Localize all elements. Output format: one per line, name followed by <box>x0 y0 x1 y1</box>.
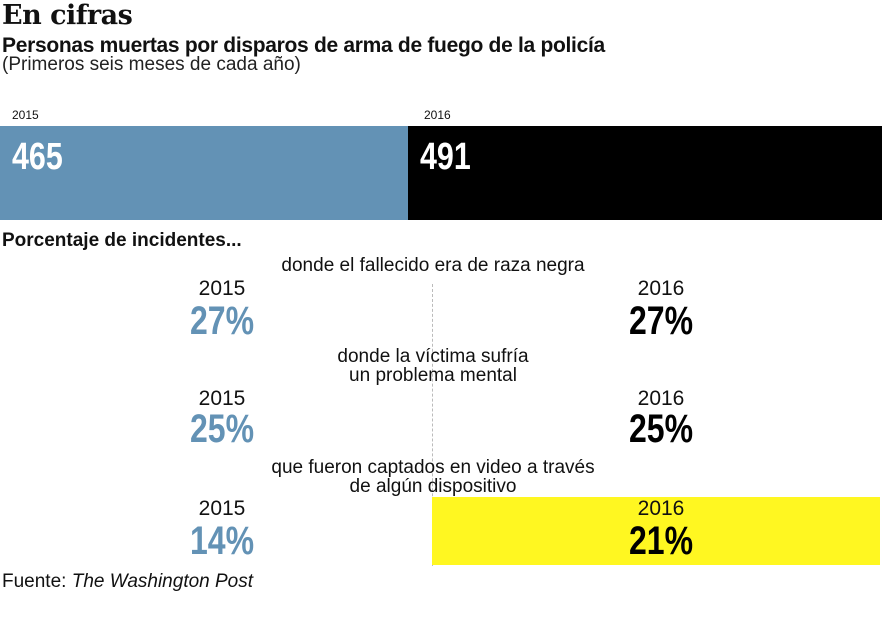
bar-year-2016: 2016 <box>424 108 451 122</box>
row-label: de algún dispositivo <box>349 476 517 497</box>
bar-2016: 491 <box>408 126 882 220</box>
row-value-b: 25% <box>628 407 694 451</box>
row-value-b: 21% <box>628 519 694 563</box>
row-value-a: 14% <box>189 519 255 563</box>
source-name: The Washington Post <box>71 571 254 592</box>
note: (Primeros seis meses de cada año) <box>2 54 301 75</box>
row-label: un problema mental <box>349 365 517 386</box>
row-year-a: 2015 <box>198 387 246 410</box>
row-value-a: 27% <box>189 299 255 343</box>
row-value-a: 25% <box>189 407 255 451</box>
row-label: donde la víctima sufría <box>337 346 529 367</box>
source-label: Fuente: <box>2 571 72 592</box>
row-label: que fueron captados en video a través <box>271 457 595 478</box>
bar-value-2015: 465 <box>12 136 63 178</box>
row-year-a: 2015 <box>198 497 246 520</box>
title: En cifras <box>2 0 133 31</box>
bar-value-2016: 491 <box>420 136 471 178</box>
bar-year-2015: 2015 <box>12 108 39 122</box>
row-year-b: 2016 <box>637 277 685 300</box>
row-label: donde el fallecido era de raza negra <box>281 255 585 276</box>
row-value-b: 27% <box>628 299 694 343</box>
row-year-b: 2016 <box>637 387 685 410</box>
bar-2015: 465 <box>0 126 408 220</box>
highlight-box <box>432 497 880 565</box>
row-year-b: 2016 <box>637 497 685 520</box>
divider <box>432 284 433 566</box>
section-title: Porcentaje de incidentes... <box>2 230 242 251</box>
row-year-a: 2015 <box>198 277 246 300</box>
subtitle: Personas muertas por disparos de arma de… <box>2 34 605 57</box>
source: Fuente: The Washington Post <box>2 571 253 593</box>
